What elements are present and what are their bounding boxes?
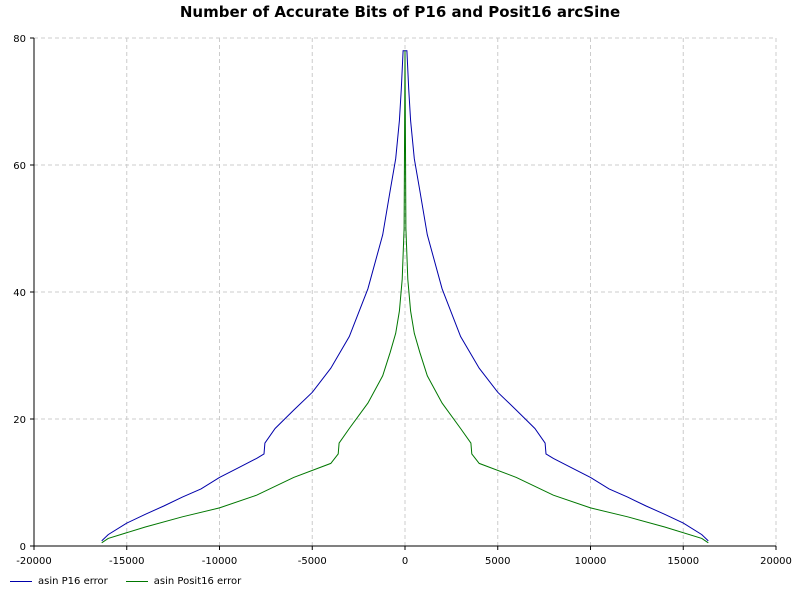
x-tick-label: -20000: [16, 556, 51, 567]
y-tick-label: 80: [13, 34, 26, 45]
tick-labels: -20000 -15000 -10000 -5000 0 5000 10000 15000 20…: [13, 34, 792, 567]
series-line-1: [101, 50, 709, 544]
x-tick-label: -5000: [298, 556, 327, 567]
x-tick-label: 15000: [667, 556, 699, 567]
x-tick-label: 0: [402, 556, 408, 567]
legend-item-posit16: asin Posit16 error: [125, 576, 242, 587]
x-tick-label: 10000: [575, 556, 607, 567]
legend-label-p16: asin P16 error: [38, 576, 108, 587]
x-tick-label: -15000: [109, 556, 144, 567]
y-tick-label: 20: [13, 415, 26, 426]
legend-item-p16: asin P16 error: [10, 576, 108, 587]
x-tick-label: 5000: [485, 556, 510, 567]
x-tick-label: 20000: [760, 556, 792, 567]
legend: asin P16 error asin Posit16 error: [10, 576, 259, 587]
axes: [30, 37, 777, 550]
series-lines: [101, 50, 709, 544]
x-tick-label: -10000: [202, 556, 237, 567]
y-tick-label: 40: [13, 288, 26, 299]
chart-title: Number of Accurate Bits of P16 and Posit…: [179, 3, 621, 21]
legend-label-posit16: asin Posit16 error: [153, 576, 242, 587]
y-tick-label: 60: [13, 161, 26, 172]
legend-swatch-posit16: [125, 581, 148, 582]
legend-swatch-p16: [10, 581, 32, 582]
y-tick-label: 0: [20, 542, 26, 553]
